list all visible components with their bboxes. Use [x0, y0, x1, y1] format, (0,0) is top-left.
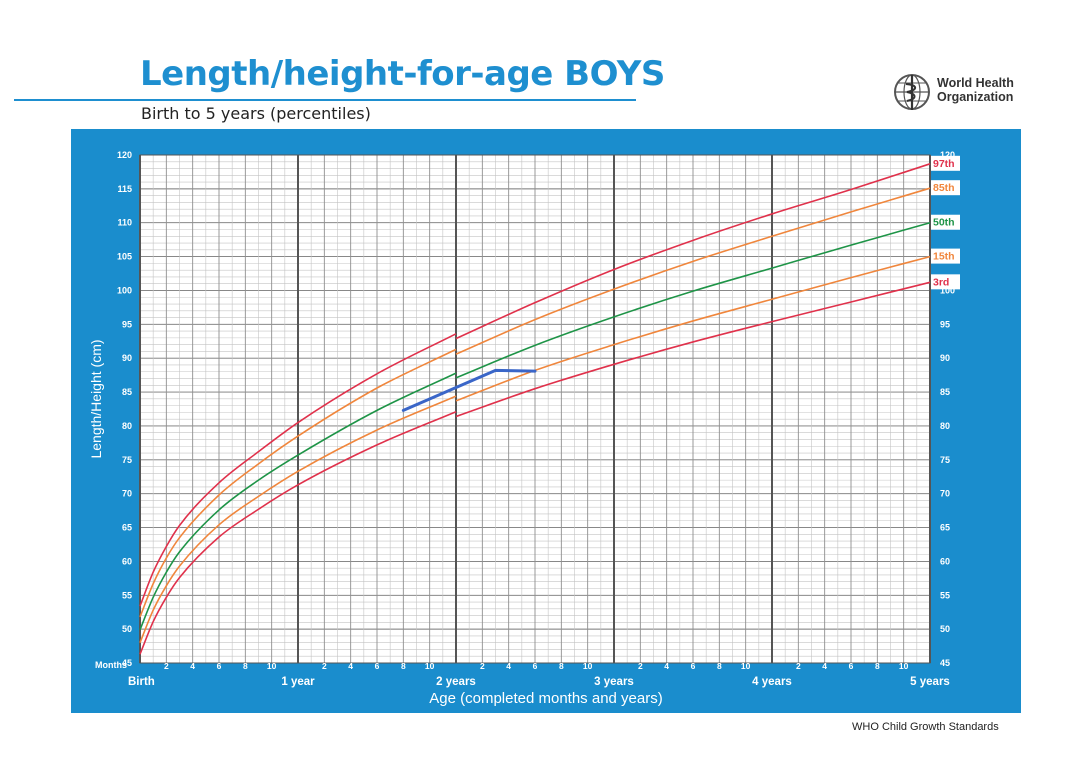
grid [139, 154, 931, 664]
month-tick-label: 6 [375, 661, 380, 671]
month-tick-label: 6 [533, 661, 538, 671]
curve-97th [455, 163, 931, 340]
y-tick-label-left: 85 [122, 387, 132, 397]
month-tick-label: 6 [849, 661, 854, 671]
y-tick-label-right: 70 [940, 489, 950, 499]
year-label: 1 year [281, 676, 315, 688]
chart-subtitle: Birth to 5 years (percentiles) [141, 104, 371, 123]
y-tick-label-left: 115 [117, 184, 132, 194]
month-tick-label: 2 [480, 661, 485, 671]
chart-title: Length/height-for-age BOYS [140, 54, 665, 94]
series-label-bg [931, 180, 960, 196]
month-tick-label: 10 [741, 661, 751, 671]
who-name-line2: Organization [937, 90, 1014, 104]
month-tick-label: 8 [875, 661, 880, 671]
month-tick-label: 4 [190, 661, 195, 671]
month-tick-label: 10 [583, 661, 593, 671]
month-tick-label: 2 [322, 661, 327, 671]
y-tick-label-right: 55 [940, 590, 950, 600]
y-tick-label-left: 105 [117, 252, 132, 262]
year-label: Birth [128, 676, 155, 688]
y-tick-label-left: 55 [122, 590, 132, 600]
y-tick-label-left: 80 [122, 421, 132, 431]
y-tick-label-right: 75 [940, 455, 950, 465]
curve-97th [139, 333, 457, 607]
y-tick-label-left: 45 [122, 658, 132, 668]
series-label-3rd: 3rd [933, 276, 949, 288]
y-tick-label-left: 90 [122, 353, 132, 363]
y-tick-label-left: 120 [117, 150, 132, 160]
y-tick-label-right: 85 [940, 387, 950, 397]
y-tick-label-left: 75 [122, 455, 132, 465]
month-tick-label: 4 [822, 661, 827, 671]
month-tick-label: 10 [267, 661, 277, 671]
month-tick-label: 6 [217, 661, 222, 671]
y-tick-label-right: 80 [940, 421, 950, 431]
months-label: Months [95, 660, 127, 670]
y-tick-label-right: 120 [940, 150, 955, 160]
y-tick-label-left: 60 [122, 556, 132, 566]
series-label-bg [931, 214, 960, 230]
y-tick-label-right: 60 [940, 556, 950, 566]
y-tick-label-left: 95 [122, 319, 132, 329]
who-name: World Health Organization [937, 76, 1014, 104]
footer-source: WHO Child Growth Standards [852, 721, 999, 733]
y-tick-label-right: 100 [940, 285, 955, 295]
year-label: 4 years [752, 676, 792, 688]
chart-frame: 45 45 50 50 55 55 60 60 65 65 70 70 75 75 80 80 85 85 90 90… [71, 129, 1021, 713]
series-label-bg [931, 248, 960, 264]
curve-85th [139, 348, 457, 618]
y-axis-title: Length/Height (cm) [88, 339, 104, 458]
plot-border [139, 154, 931, 664]
month-tick-label: 4 [506, 661, 511, 671]
series-label-bg [931, 274, 960, 290]
month-tick-label: 8 [717, 661, 722, 671]
y-tick-label-right: 45 [940, 658, 950, 668]
who-name-line1: World Health [937, 76, 1014, 90]
month-tick-label: 2 [164, 661, 169, 671]
child-measurement-line [401, 368, 537, 412]
year-label: 5 years [910, 676, 950, 688]
series-label-97th: 97th [933, 158, 955, 170]
month-tick-label: 10 [425, 661, 435, 671]
y-tick-label-right: 90 [940, 353, 950, 363]
year-label: 3 years [594, 676, 634, 688]
series-label-85th: 85th [933, 182, 955, 194]
series-label-50th: 50th [933, 217, 955, 229]
month-tick-label: 4 [348, 661, 353, 671]
growth-chart: 45 45 50 50 55 55 60 60 65 65 70 70 75 75 80 80 85 85 90 90… [88, 150, 960, 707]
curve-85th [455, 187, 931, 355]
y-tick-label-left: 110 [117, 218, 132, 228]
curve-50th [455, 221, 931, 379]
title-underline [14, 99, 636, 101]
y-tick-label-left: 70 [122, 489, 132, 499]
month-tick-label: 8 [401, 661, 406, 671]
month-tick-label: 2 [796, 661, 801, 671]
month-tick-label: 8 [243, 661, 248, 671]
y-tick-label-left: 50 [122, 624, 132, 634]
month-tick-label: 2 [638, 661, 643, 671]
y-tick-label-left: 100 [117, 285, 132, 295]
curve-15th [139, 395, 457, 643]
month-tick-label: 6 [691, 661, 696, 671]
year-label: 2 years [436, 676, 476, 688]
y-tick-label-left: 65 [122, 523, 132, 533]
curve-50th [139, 372, 457, 631]
month-tick-label: 8 [559, 661, 564, 671]
who-logo: World Health Organization [892, 72, 1022, 112]
label-layer: 45 45 50 50 55 55 60 60 65 65 70 70 75 75 80 80 85 85 90 90… [117, 150, 960, 688]
month-tick-label: 4 [664, 661, 669, 671]
x-axis-title: Age (completed months and years) [429, 690, 662, 707]
month-tick-label: 10 [899, 661, 909, 671]
series-label-bg [931, 155, 960, 171]
curve-3rd [455, 281, 931, 418]
y-tick-label-right: 65 [940, 523, 950, 533]
y-tick-label-right: 95 [940, 319, 950, 329]
series-layer [139, 163, 931, 655]
y-tick-label-right: 50 [940, 624, 950, 634]
curve-3rd [139, 410, 457, 655]
who-emblem-icon [894, 74, 930, 110]
series-label-15th: 15th [933, 251, 955, 263]
